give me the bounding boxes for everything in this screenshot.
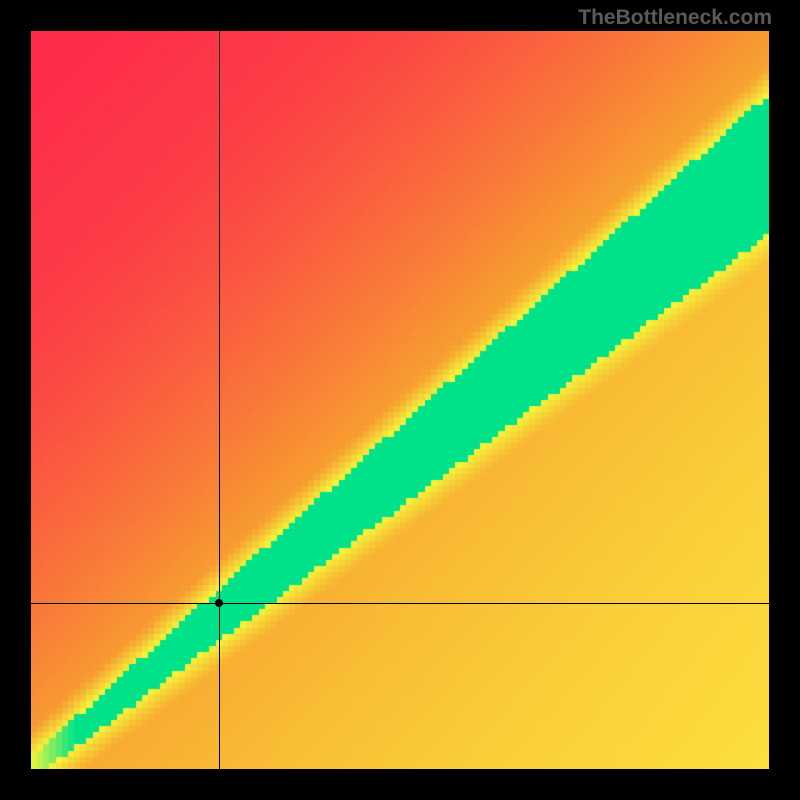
crosshair-vertical (219, 31, 220, 769)
plot-area (31, 31, 769, 769)
watermark-text: TheBottleneck.com (578, 6, 772, 30)
crosshair-marker-dot (215, 599, 223, 607)
crosshair-horizontal (31, 603, 769, 604)
bottleneck-heatmap (31, 31, 769, 769)
